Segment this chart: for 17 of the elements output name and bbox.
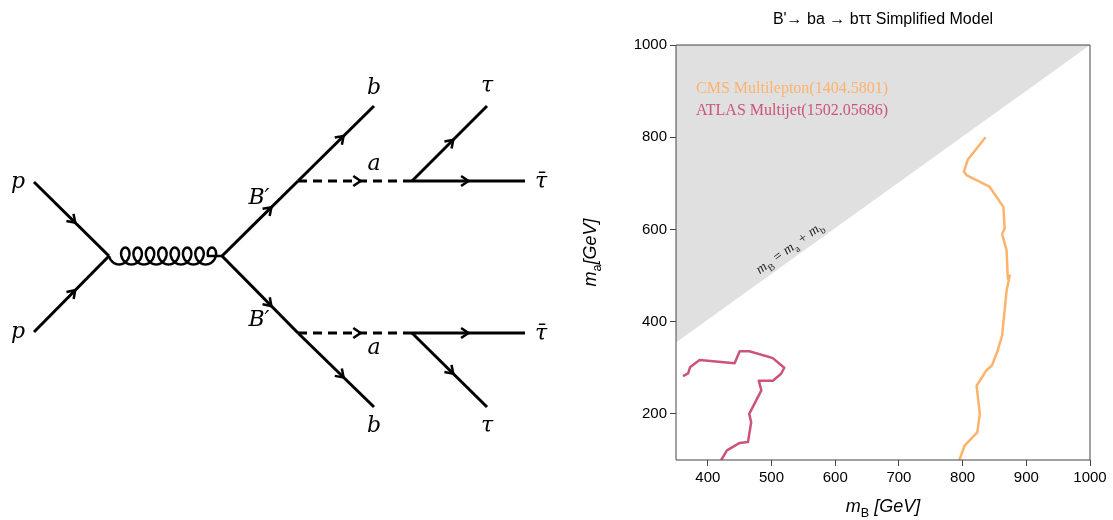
text: ATLAS Multijet(1502.05686) xyxy=(696,101,888,119)
annotation: mB = ma + mb xyxy=(752,221,828,277)
x-tick-label: 400 xyxy=(695,468,721,486)
x-tick-label: 1000 xyxy=(1073,468,1107,486)
x-tick-label: 600 xyxy=(822,468,848,486)
y-tick-label: 800 xyxy=(641,127,667,145)
y-tick-label: 400 xyxy=(641,311,667,329)
chart-title: B'→ ba → bττ Simplified Model xyxy=(772,10,994,27)
text: CMS Multilepton(1404.5801) xyxy=(696,79,889,97)
y-tick-label: 600 xyxy=(641,219,667,237)
x-tick-label: 800 xyxy=(950,468,976,486)
y-axis-title: ma[GeV] xyxy=(580,217,605,287)
y-tick-label: 1000 xyxy=(633,35,667,53)
y-tick-label: 200 xyxy=(641,404,667,422)
x-tick-label: 500 xyxy=(759,468,785,486)
x-tick-label: 700 xyxy=(886,468,912,486)
x-tick-label: 900 xyxy=(1013,468,1039,486)
